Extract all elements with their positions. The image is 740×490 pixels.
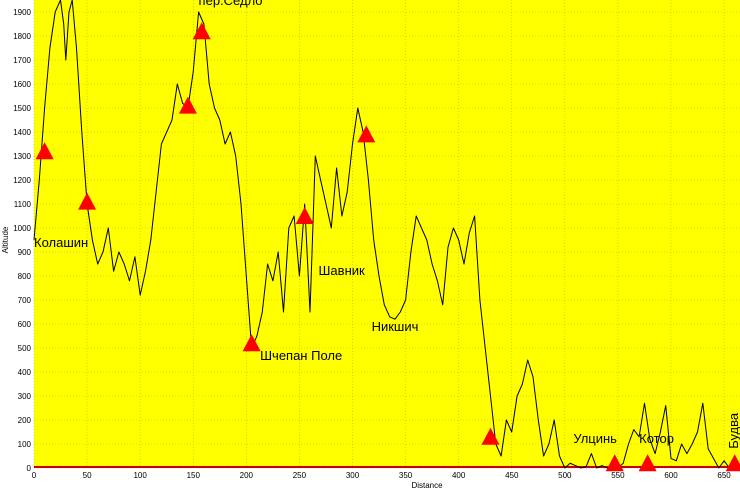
x-tick-label: 300	[346, 471, 360, 480]
waypoint-marker	[78, 192, 97, 210]
x-tick-label: 450	[505, 471, 519, 480]
waypoint-marker	[192, 22, 211, 40]
y-tick-label: 1200	[13, 176, 31, 185]
y-tick-label: 1900	[13, 8, 31, 17]
waypoint-marker	[295, 207, 314, 224]
y-tick-label: 500	[18, 344, 32, 353]
place-label: Будва	[726, 412, 740, 449]
y-tick-label: 200	[18, 416, 32, 425]
place-label: Котор	[639, 431, 674, 446]
y-tick-label: 0	[27, 464, 32, 473]
y-tick-label: 100	[18, 440, 32, 449]
x-tick-label: 550	[611, 471, 625, 480]
x-tick-label: 100	[133, 471, 147, 480]
x-tick-label: 500	[558, 471, 572, 480]
x-tick-label: 150	[187, 471, 201, 480]
x-tick-label: 350	[399, 471, 413, 480]
y-tick-label: 800	[18, 272, 32, 281]
y-axis-title: Altitude	[1, 226, 10, 253]
place-label: Шавник	[319, 263, 365, 278]
place-label: Никшич	[372, 319, 419, 334]
y-tick-label: 1500	[13, 104, 31, 113]
y-tick-label: 1700	[13, 56, 31, 65]
waypoint-marker	[638, 454, 657, 472]
x-tick-label: 200	[240, 471, 254, 480]
waypoint-marker	[605, 454, 624, 472]
x-tick-label: 250	[293, 471, 307, 480]
x-tick-label: 400	[452, 471, 466, 480]
place-label: Улцинь	[573, 431, 617, 446]
y-tick-label: 600	[18, 320, 32, 329]
x-tick-label: 0	[32, 471, 37, 480]
y-tick-label: 1000	[13, 224, 31, 233]
x-tick-label: 650	[717, 471, 731, 480]
x-axis-title: Distance	[411, 481, 443, 490]
y-tick-label: 1600	[13, 80, 31, 89]
plot-area	[33, 0, 740, 472]
x-tick-label: 50	[83, 471, 92, 480]
waypoint-marker	[725, 454, 740, 472]
y-tick-label: 900	[18, 248, 32, 257]
waypoint-marker	[178, 96, 197, 114]
waypoint-marker	[242, 334, 261, 352]
y-tick-label: 400	[18, 368, 32, 377]
place-label: Шчепан Поле	[260, 348, 342, 363]
y-tick-label: 300	[18, 392, 32, 401]
waypoint-marker	[357, 125, 376, 143]
y-tick-label: 1800	[13, 32, 31, 41]
place-label: Колашин	[34, 235, 88, 250]
waypoint-marker	[35, 142, 54, 160]
y-tick-label: 1100	[14, 200, 32, 209]
place-label: пер.Седло	[199, 0, 263, 8]
y-tick-label: 700	[18, 296, 32, 305]
y-tick-label: 1400	[13, 128, 31, 137]
y-tick-label: 1300	[13, 152, 31, 161]
x-tick-label: 600	[664, 471, 678, 480]
waypoint-marker	[481, 427, 500, 445]
